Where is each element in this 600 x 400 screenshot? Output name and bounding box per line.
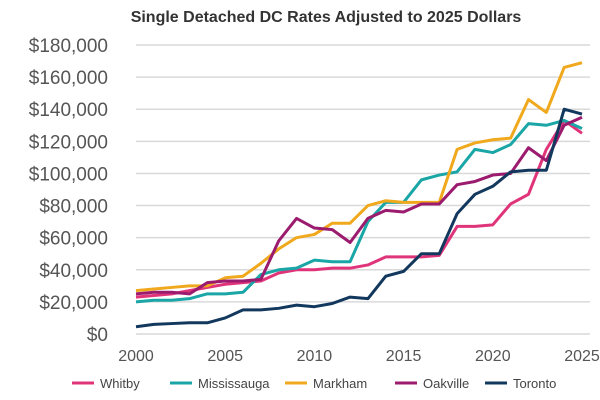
legend-label: Markham [313,376,367,391]
y-tick-label: $40,000 [39,261,108,282]
series-line-whitby [135,118,583,299]
x-tick-label: 2000 [118,348,154,365]
y-tick-label: $140,000 [29,100,108,121]
y-tick-label: $0 [87,325,108,346]
x-tick-label: 2010 [297,348,333,365]
x-tick-label: 2015 [386,348,422,365]
legend-item-markham: Markham [285,376,367,391]
y-tick-label: $180,000 [29,36,108,57]
y-tick-label: $60,000 [39,229,108,250]
series-line-mississauga [135,118,583,304]
y-tick-label: $20,000 [39,293,108,314]
series-line-markham [135,61,583,293]
x-tick-label: 2025 [564,348,600,365]
legend-label: Mississauga [198,376,270,391]
legend-item-mississauga: Mississauga [170,376,270,391]
y-tick-label: $120,000 [29,132,108,153]
y-tick-label: $80,000 [39,197,108,218]
legend-item-oakville: Oakville [395,376,469,391]
series-line-toronto [135,107,583,329]
x-tick-label: 2005 [207,348,243,365]
y-tick-label: $100,000 [29,164,108,185]
chart-title: Single Detached DC Rates Adjusted to 202… [131,9,522,26]
legend-label: Whitby [100,376,140,391]
legend-label: Oakville [423,376,469,391]
legend-item-whitby: Whitby [72,376,140,391]
legend-label: Toronto [513,376,556,391]
x-tick-label: 2020 [475,348,511,365]
y-tick-label: $160,000 [29,68,108,89]
legend-item-toronto: Toronto [485,376,556,391]
